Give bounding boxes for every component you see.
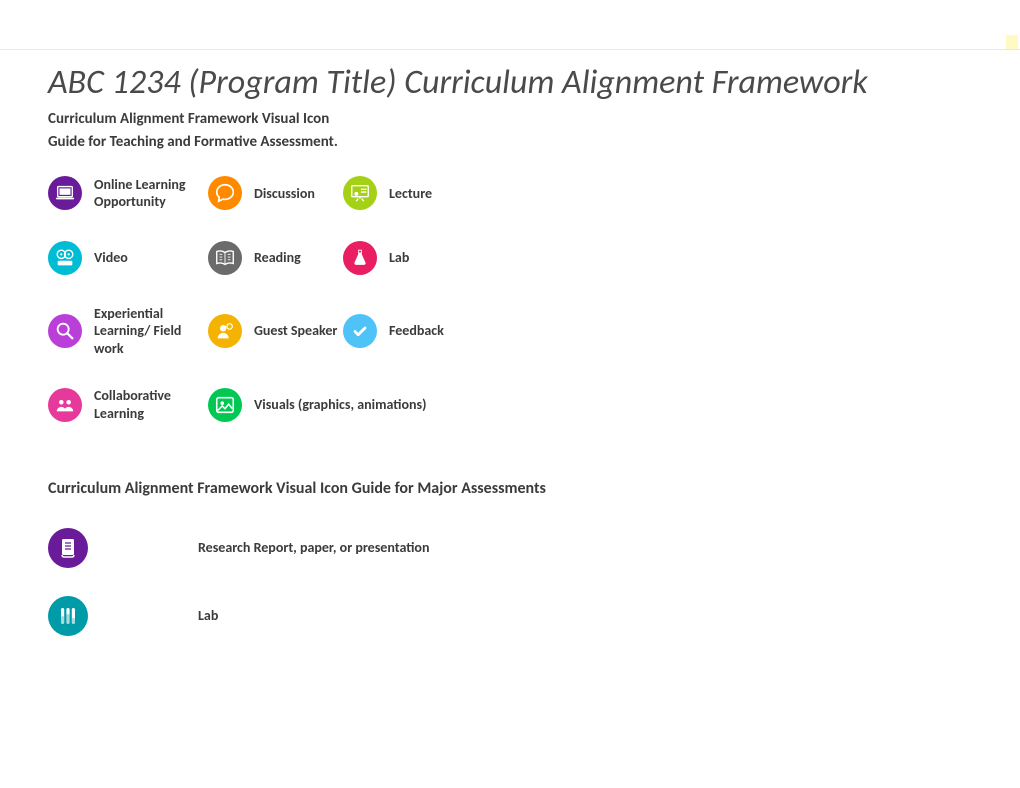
magnifier-icon: [48, 314, 82, 348]
speech-bubble-icon: [208, 176, 242, 210]
icon-cell-online-learning: Online Learning Opportunity: [48, 176, 208, 211]
icon-label: Experiential Learning/ Field work: [94, 305, 204, 358]
subtitle-line-1: Curriculum Alignment Framework Visual Ic…: [48, 109, 972, 129]
assessment-label: Research Report, paper, or presentation: [198, 539, 429, 556]
assessment-label: Lab: [198, 607, 218, 624]
assessment-row-lab: Lab: [48, 596, 972, 636]
icon-label: Lab: [389, 249, 409, 267]
image-icon: [208, 388, 242, 422]
icon-label: Online Learning Opportunity: [94, 176, 204, 211]
teaching-icon-grid: Online Learning Opportunity Discussion L…: [48, 176, 972, 423]
document-content: ABC 1234 (Program Title) Curriculum Alig…: [0, 50, 1020, 636]
icon-row: Video Reading Lab: [48, 241, 972, 275]
icon-cell-experiential: Experiential Learning/ Field work: [48, 305, 208, 358]
book-icon: [208, 241, 242, 275]
icon-row: Collaborative Learning Visuals (graphics…: [48, 387, 972, 422]
icon-label: Feedback: [389, 322, 444, 340]
icon-label: Video: [94, 249, 128, 267]
assessment-heading: Curriculum Alignment Framework Visual Ic…: [48, 478, 568, 500]
icon-row: Online Learning Opportunity Discussion L…: [48, 176, 972, 211]
icon-cell-discussion: Discussion: [208, 176, 343, 210]
icon-cell-visuals: Visuals (graphics, animations): [208, 388, 426, 422]
flask-icon: [343, 241, 377, 275]
icon-label: Discussion: [254, 185, 315, 203]
icon-cell-collaborative: Collaborative Learning: [48, 387, 208, 422]
icon-label: Reading: [254, 249, 301, 267]
people-icon: [48, 388, 82, 422]
subtitle-line-2: Guide for Teaching and Formative Assessm…: [48, 132, 972, 152]
icon-cell-video: Video: [48, 241, 208, 275]
assessment-section: Curriculum Alignment Framework Visual Ic…: [48, 478, 972, 636]
presentation-icon: [343, 176, 377, 210]
icon-label: Visuals (graphics, animations): [254, 396, 426, 414]
page-title: ABC 1234 (Program Title) Curriculum Alig…: [48, 64, 972, 101]
laptop-icon: [48, 176, 82, 210]
icon-label: Guest Speaker: [254, 322, 337, 340]
checkmark-icon: [343, 314, 377, 348]
film-reel-icon: [48, 241, 82, 275]
assessment-row-research: Research Report, paper, or presentation: [48, 528, 972, 568]
icon-cell-guest-speaker: Guest Speaker: [208, 314, 343, 348]
test-tubes-icon: [48, 596, 88, 636]
document-scroll-icon: [48, 528, 88, 568]
icon-cell-reading: Reading: [208, 241, 343, 275]
icon-cell-lab: Lab: [343, 241, 513, 275]
icon-cell-lecture: Lecture: [343, 176, 513, 210]
icon-row: Experiential Learning/ Field work Guest …: [48, 305, 972, 358]
person-badge-icon: [208, 314, 242, 348]
top-band: [0, 0, 1020, 50]
icon-label: Collaborative Learning: [94, 387, 204, 422]
icon-cell-feedback: Feedback: [343, 314, 513, 348]
icon-label: Lecture: [389, 185, 432, 203]
